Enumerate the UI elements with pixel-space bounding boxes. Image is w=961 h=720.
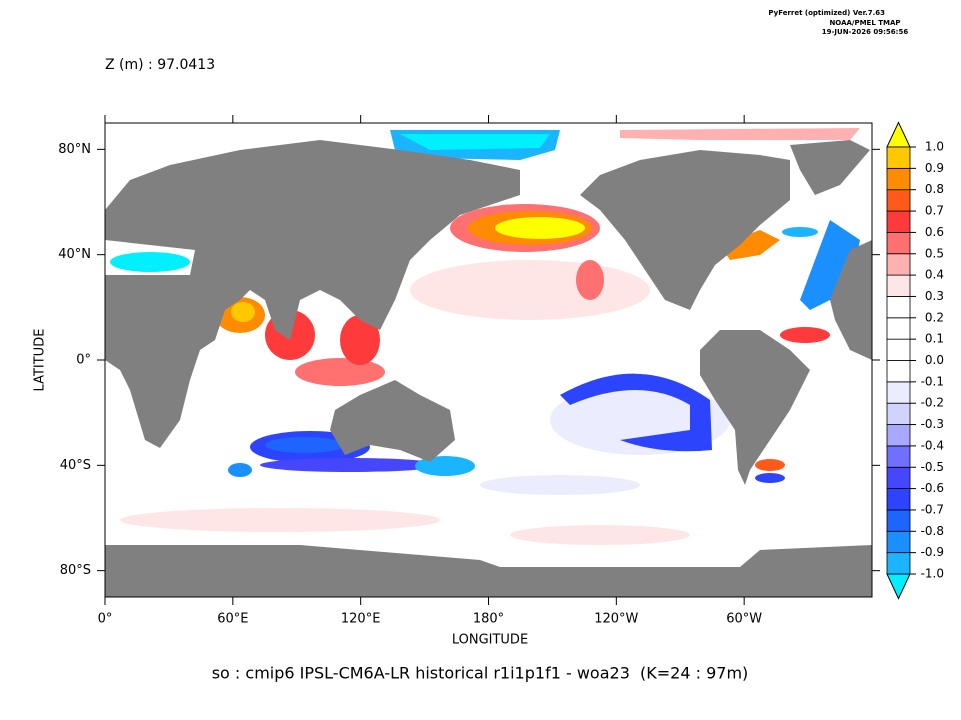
colorbar-label: -0.2 <box>921 396 944 410</box>
depth-label: Z (m) : 97.0413 <box>105 57 215 73</box>
colorbar-swatch <box>886 445 911 468</box>
colorbar-label: -0.7 <box>921 502 944 516</box>
colorbar-label: 0.6 <box>925 225 944 239</box>
colorbar-swatch <box>886 424 911 447</box>
colorbar-label: 0.7 <box>925 204 944 218</box>
x-axis-label: LONGITUDE <box>452 633 528 648</box>
y-tick-label: 40°S <box>60 458 91 473</box>
y-tick-label: 40°N <box>58 247 91 262</box>
colorbar-label: -0.9 <box>921 545 944 559</box>
colorbar-swatch <box>886 210 911 233</box>
colorbar-swatch <box>886 552 911 575</box>
colorbar-label: 0.9 <box>925 161 944 175</box>
colorbar-label: 0.1 <box>925 332 944 346</box>
date-label: 19-JUN-2026 09:56:56 <box>822 28 909 36</box>
colorbar-swatch <box>886 338 911 361</box>
colorbar-swatch <box>886 466 911 490</box>
colorbar-swatch <box>886 296 911 319</box>
colorbar-label: 0.4 <box>925 268 944 282</box>
colorbar-label: -0.6 <box>921 481 944 495</box>
x-tick-label: 120°E <box>341 612 381 627</box>
colorbar-swatch <box>886 253 911 276</box>
colorbar-label: 0.0 <box>925 353 944 367</box>
colorbar-swatch <box>886 530 911 554</box>
y-tick-label: 0° <box>76 353 91 368</box>
colorbar-label: 0.8 <box>925 182 944 196</box>
colorbar-label: -1.0 <box>921 567 944 581</box>
colorbar-swatch <box>886 189 911 212</box>
org-label: NOAA/PMEL TMAP <box>829 19 900 27</box>
colorbar-swatch <box>886 231 911 255</box>
colorbar-extension <box>886 121 911 148</box>
colorbar-label: -0.3 <box>921 417 944 431</box>
chart-title: so : cmip6 IPSL-CM6A-LR historical r1i1p… <box>212 664 749 683</box>
colorbar-swatch <box>886 509 911 532</box>
x-tick-label: 120°W <box>594 612 638 627</box>
colorbar-swatch <box>886 360 911 383</box>
x-tick-label: 180° <box>473 612 504 627</box>
colorbar-label: -0.5 <box>921 460 944 474</box>
colorbar-swatch <box>886 317 911 340</box>
colorbar-swatch <box>886 488 911 511</box>
y-axis-label: LATITUDE <box>33 329 48 392</box>
program-label: PyFerret (optimized) Ver.7.63 <box>768 9 885 17</box>
x-tick-label: 60°E <box>217 612 248 627</box>
colorbar-label: 0.5 <box>925 246 944 260</box>
colorbar-swatch <box>886 402 911 425</box>
colorbar-label: 0.3 <box>925 289 944 303</box>
colorbar-label: -0.8 <box>921 524 944 538</box>
colorbar-label: -0.1 <box>921 374 944 388</box>
x-tick-label: 60°W <box>726 612 762 627</box>
x-tick-label: 0° <box>98 612 113 627</box>
colorbar-swatch <box>886 146 911 169</box>
colorbar-swatch <box>886 274 911 297</box>
y-tick-label: 80°S <box>60 563 91 578</box>
colorbar-label: -0.4 <box>921 438 944 452</box>
colorbar-label: 1.0 <box>925 140 944 154</box>
colorbar-swatch <box>886 381 911 404</box>
colorbar-label: 0.2 <box>925 310 944 324</box>
y-tick-label: 80°N <box>58 142 91 157</box>
colorbar-extension <box>886 573 911 600</box>
colorbar-swatch <box>886 167 911 191</box>
map-field <box>104 122 873 598</box>
